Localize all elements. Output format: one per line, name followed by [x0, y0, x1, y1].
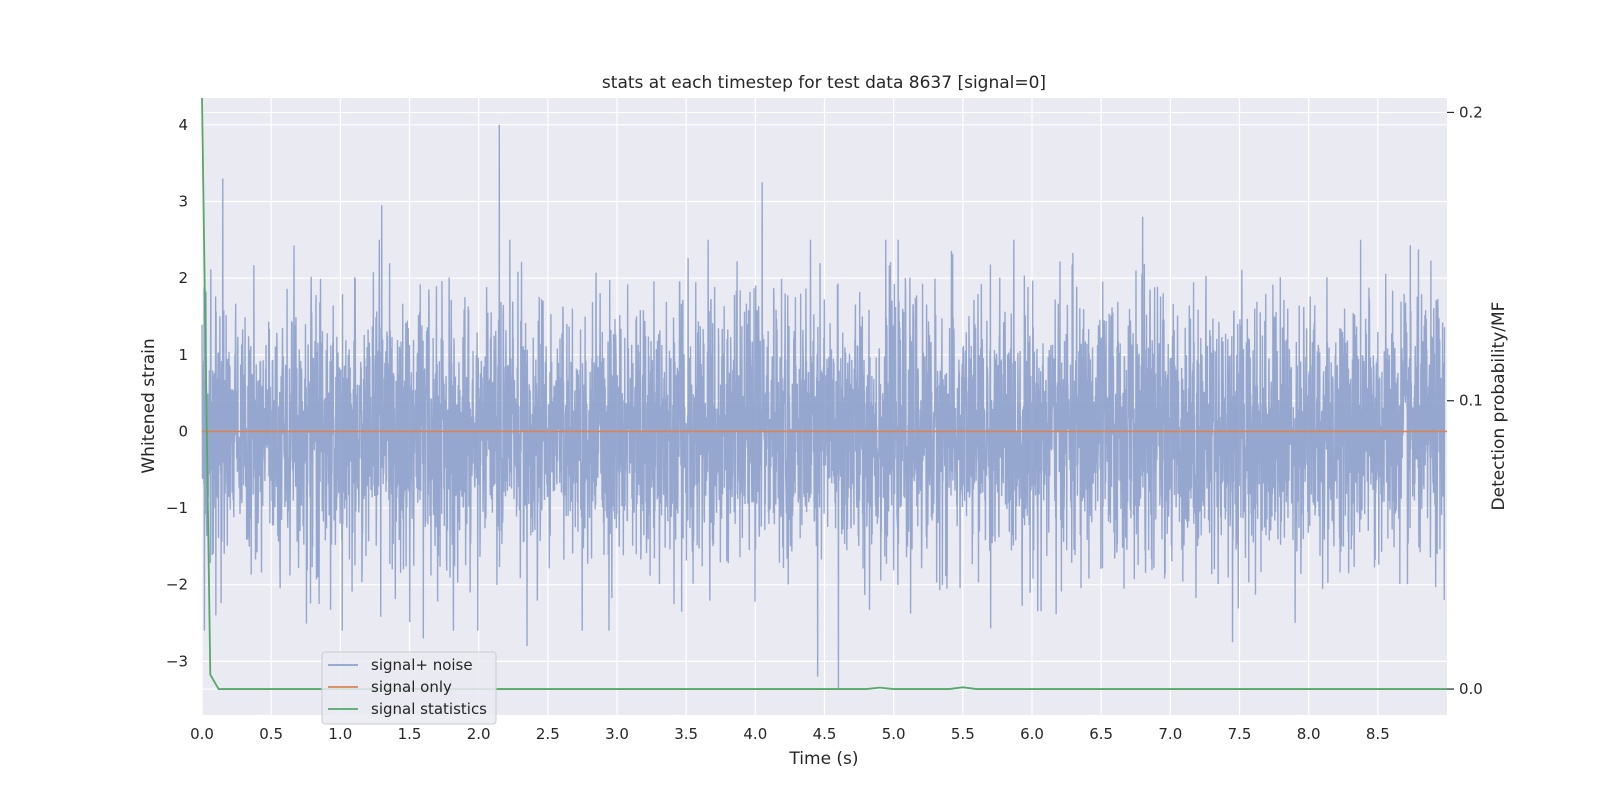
y-right-tick-label: 0.2 [1459, 103, 1483, 121]
y-tick-label: 1 [178, 346, 188, 364]
y-tick-label: 4 [178, 116, 188, 134]
y-axis-label: Whitened strain [139, 338, 159, 473]
x-tick-label: 6.0 [1020, 725, 1044, 743]
x-axis-label: Time (s) [788, 749, 858, 769]
x-tick-label: 1.5 [398, 725, 422, 743]
x-tick-label: 1.0 [328, 725, 352, 743]
x-tick-label: 0.5 [259, 725, 283, 743]
x-tick-label: 2.0 [467, 725, 491, 743]
legend-label-signal-statistics: signal statistics [371, 700, 487, 718]
y-axis-right: 0.2 0.1 0.0 [1447, 103, 1483, 698]
y-tick-label: −3 [166, 652, 188, 670]
legend-label-signal-noise: signal+ noise [371, 656, 473, 674]
x-tick-label: 6.5 [1089, 725, 1113, 743]
legend-label-signal-only: signal only [371, 678, 452, 696]
y-axis-left: 4 3 2 1 0 −1 −2 −3 [166, 116, 188, 671]
x-tick-label: 7.0 [1158, 725, 1182, 743]
x-tick-label: 3.0 [605, 725, 629, 743]
x-tick-label: 7.5 [1228, 725, 1252, 743]
x-tick-label: 5.5 [951, 725, 975, 743]
y-tick-label: −2 [166, 576, 188, 594]
y-tick-label: −1 [166, 499, 188, 517]
y-tick-label: 3 [178, 192, 188, 210]
chart-title: stats at each timestep for test data 863… [602, 73, 1046, 93]
x-tick-label: 5.0 [882, 725, 906, 743]
x-tick-label: 4.0 [743, 725, 767, 743]
y-tick-label: 2 [178, 269, 188, 287]
y-right-tick-label: 0.1 [1459, 392, 1483, 410]
y-tick-label: 0 [178, 422, 188, 440]
x-tick-label: 4.5 [813, 725, 837, 743]
legend: signal+ noise signal only signal statist… [322, 652, 496, 724]
x-tick-label: 3.5 [674, 725, 698, 743]
y-axis-right-label: Detection probability/MF [1489, 302, 1509, 511]
x-tick-label: 0.0 [190, 725, 214, 743]
x-tick-label: 8.5 [1366, 725, 1390, 743]
x-tick-label: 8.0 [1297, 725, 1321, 743]
x-tick-label: 2.5 [536, 725, 560, 743]
x-axis: 0.0 0.5 1.0 1.5 2.0 2.5 3.0 3.5 4.0 4.5 5.0 5.5 6.0 6… [190, 725, 1390, 743]
y-right-tick-label: 0.0 [1459, 680, 1483, 698]
